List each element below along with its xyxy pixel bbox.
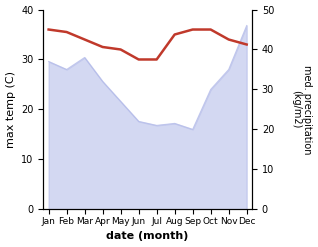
X-axis label: date (month): date (month): [107, 231, 189, 242]
Y-axis label: max temp (C): max temp (C): [5, 71, 16, 148]
Y-axis label: med. precipitation
(kg/m2): med. precipitation (kg/m2): [291, 65, 313, 154]
